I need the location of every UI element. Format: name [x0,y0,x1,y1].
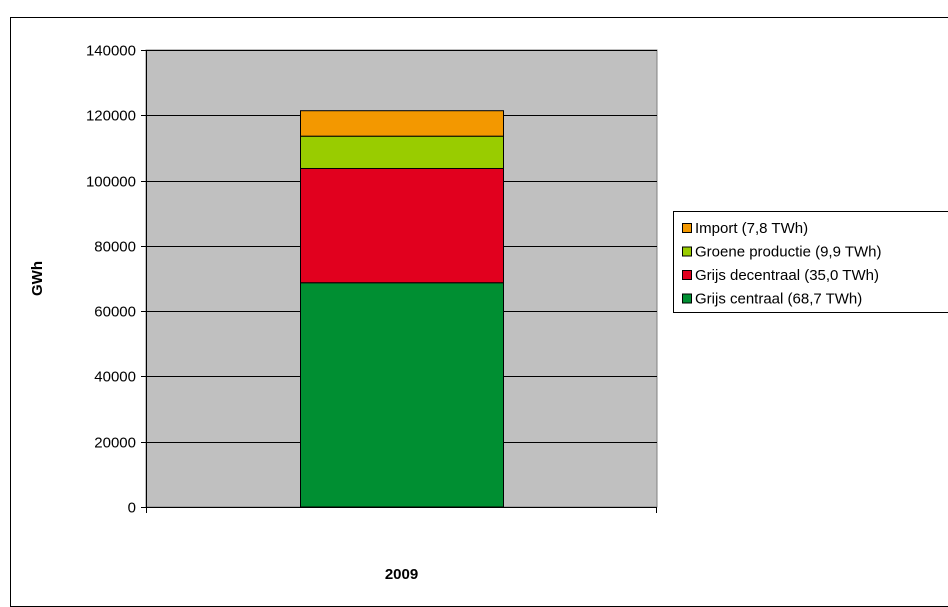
legend: Import (7,8 TWh) Groene productie (9,9 TW… [674,212,948,313]
legend-swatch [683,247,692,256]
legend-swatch [683,294,692,303]
y-tick-label: 80000 [94,239,136,256]
bar-stack [301,111,504,507]
bar-segment [301,136,504,168]
y-tick-label: 120000 [86,108,136,125]
legend-label: Grijs centraal (68,7 TWh) [695,291,862,308]
legend-swatch [683,271,692,280]
legend-label: Import (7,8 TWh) [695,220,808,237]
y-tick-label: 0 [128,500,136,517]
bar-segment [301,111,504,136]
legend-label: Groene productie (9,9 TWh) [695,244,881,261]
y-tick-label: 100000 [86,174,136,191]
y-tick-label: 140000 [86,43,136,60]
y-tick-label: 60000 [94,304,136,321]
y-axis-title: GWh [29,261,46,296]
bar-segment [301,168,504,282]
y-tick-label: 40000 [94,369,136,386]
legend-swatch [683,224,692,233]
x-axis-title: 2009 [385,566,418,583]
y-tick-labels: 0 20000 40000 60000 80000 100000 120000 140000 [86,43,136,517]
bar-segment [301,283,504,507]
y-tick-label: 20000 [94,435,136,452]
legend-label: Grijs decentraal (35,0 TWh) [695,267,879,284]
